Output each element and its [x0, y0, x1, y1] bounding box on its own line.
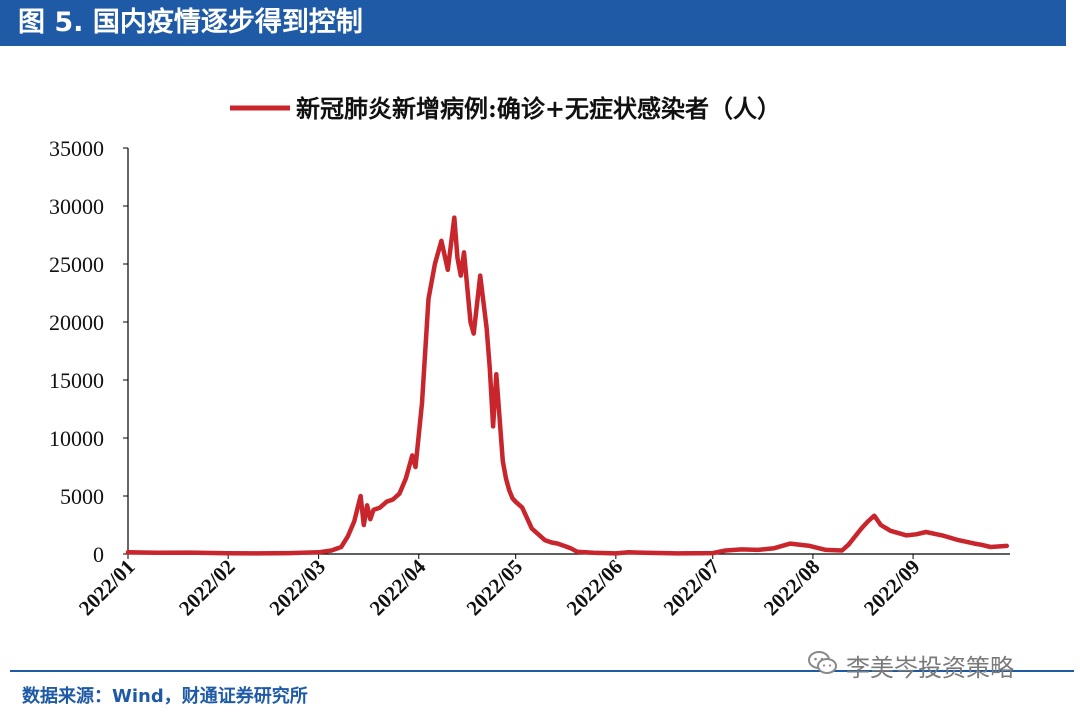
x-tick-label: 2022/06 [562, 555, 628, 621]
watermark: 李美岑投资策略 [808, 648, 1014, 683]
y-tick-label: 25000 [49, 252, 104, 277]
line-chart: 新冠肺炎新增病例:确诊+无症状感染者（人） 0 5000 10000 15000 200… [49, 94, 1010, 620]
figure-title: 图 5. 国内疫情逐步得到控制 [0, 0, 1066, 46]
y-tick-label: 5000 [60, 484, 104, 509]
x-tick-label: 2022/08 [759, 555, 825, 621]
chart-area: 新冠肺炎新增病例:确诊+无症状感染者（人） 0 5000 10000 15000 200… [0, 60, 1080, 660]
x-tick-label: 2022/05 [462, 555, 528, 621]
x-tick-label: 2022/02 [174, 555, 240, 621]
series-line [125, 215, 1010, 556]
x-tick-label: 2022/01 [74, 555, 140, 621]
legend-label: 新冠肺炎新增病例:确诊+无症状感染者（人） [296, 94, 781, 123]
y-tick-label: 20000 [49, 310, 104, 335]
x-tick-label: 2022/04 [365, 554, 431, 620]
footer-divider [10, 670, 1074, 672]
y-tick-label: 15000 [49, 368, 104, 393]
y-tick-label: 35000 [49, 136, 104, 161]
x-tick-label: 2022/07 [659, 555, 725, 621]
x-tick-label: 2022/03 [265, 555, 331, 621]
y-tick-label: 0 [93, 542, 104, 567]
y-tick-label: 30000 [49, 194, 104, 219]
y-tick-label: 10000 [49, 426, 104, 451]
watermark-text: 李美岑投资策略 [846, 654, 1014, 682]
legend: 新冠肺炎新增病例:确诊+无症状感染者（人） [230, 94, 781, 123]
x-tick-label: 2022/09 [859, 555, 925, 621]
data-source-note: 数据来源：Wind，财通证券研究所 [22, 686, 308, 707]
x-tick-labels: 2022/01 2022/02 2022/03 2022/04 2022/05 2022/… [74, 554, 925, 620]
y-tick-labels: 0 5000 10000 15000 20000 25000 30000 35000 [49, 136, 128, 567]
wechat-icon [808, 650, 838, 682]
